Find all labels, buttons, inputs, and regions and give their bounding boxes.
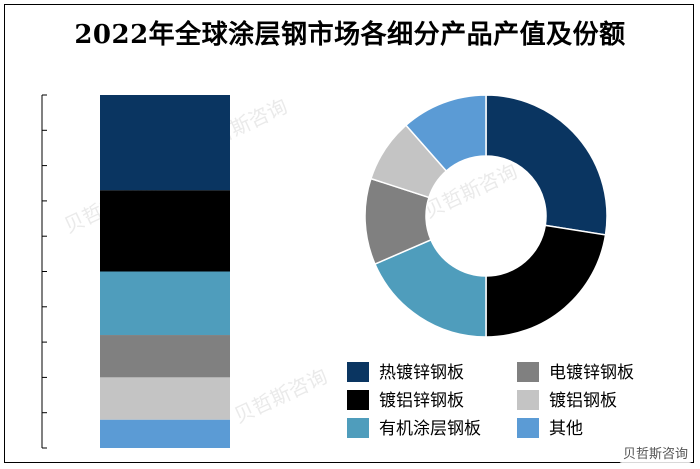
bar-segment-5 (100, 377, 230, 420)
bar-segment-1 (100, 95, 230, 191)
legend-label: 热镀锌钢板 (379, 363, 464, 383)
bar-segment-3 (100, 271, 230, 336)
legend-swatch (517, 390, 539, 410)
legend-label: 镀铝锌钢板 (379, 391, 464, 411)
donut-slice-6 (404, 94, 487, 173)
legend-swatch (347, 418, 369, 438)
legend-swatch (517, 362, 539, 382)
legend-swatch (347, 362, 369, 382)
bar-segment-6 (100, 419, 230, 448)
donut-slice-1 (485, 94, 608, 236)
chart-title: 2022年全球涂层钢市场各细分产品产值及份额 (74, 20, 626, 50)
legend-swatch (347, 390, 369, 410)
legend-label: 有机涂层钢板 (379, 419, 481, 439)
legend-label: 其他 (549, 419, 583, 439)
bar-segment-2 (100, 190, 230, 272)
donut-slice-2 (485, 224, 607, 338)
legend-swatch (517, 418, 539, 438)
watermark-badge: 贝哲斯咨询 (618, 442, 692, 463)
bar-segment-4 (100, 335, 230, 378)
donut-slice-3 (373, 238, 487, 338)
legend-label: 镀铝钢板 (549, 391, 617, 411)
legend-label: 电镀锌钢板 (549, 363, 634, 383)
